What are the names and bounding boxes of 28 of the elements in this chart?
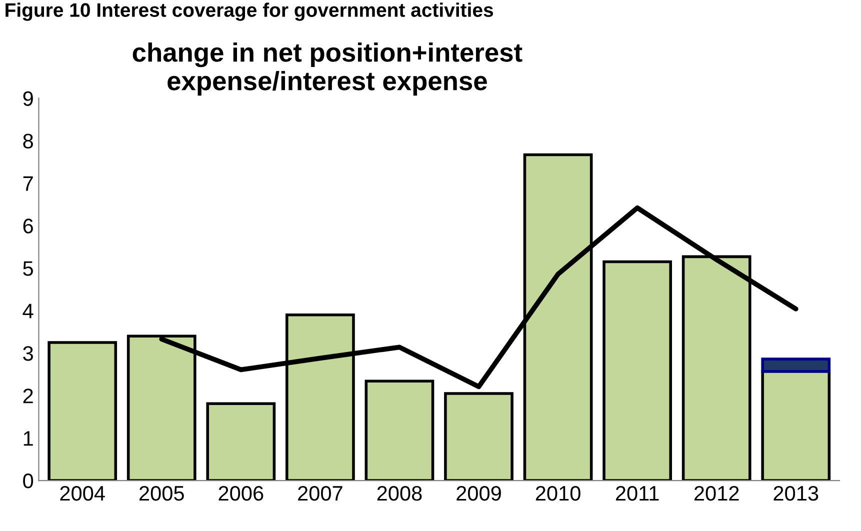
bar (364, 380, 434, 481)
y-tick-label: 2 (23, 388, 33, 404)
x-tick-label: 2010 (536, 486, 580, 501)
y-tick-label: 1 (24, 431, 33, 446)
x-tick-label: 2012 (694, 486, 739, 501)
x-tick-label: 2007 (298, 486, 342, 501)
y-tick-label: 4 (22, 304, 34, 318)
y-tick-label: 7 (23, 176, 33, 191)
x-tick-label: 2009 (456, 486, 501, 501)
caption: Figure 10 Interest coverage for government activities (6, 2, 494, 21)
y-tick-label: 3 (23, 346, 33, 361)
x-tick-label: 2005 (140, 486, 184, 501)
bar (206, 402, 276, 481)
bar (444, 392, 514, 481)
y-tick-label: 5 (23, 261, 34, 276)
bar (48, 341, 118, 481)
y-tick-label: 0 (23, 474, 34, 488)
x-tick-label: 2013 (774, 486, 818, 501)
y-tick-label: 6 (23, 218, 33, 234)
x-tick-label: 2011 (616, 486, 659, 501)
bar (602, 260, 672, 481)
x-tick-label: 2006 (218, 486, 264, 501)
x-tick-label: 2004 (60, 486, 105, 501)
y-tick-label: 9 (23, 91, 33, 106)
chart-title: change in net position+interest expense/interest expense (132, 42, 522, 96)
bar (761, 358, 831, 373)
y-tick-label: 8 (23, 134, 33, 148)
x-tick-label: 2008 (377, 486, 422, 501)
